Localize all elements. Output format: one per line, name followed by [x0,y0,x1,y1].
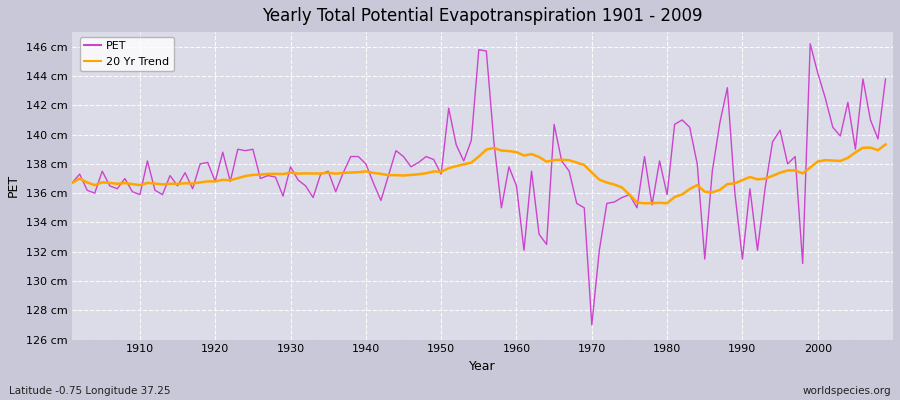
Text: worldspecies.org: worldspecies.org [803,386,891,396]
Title: Yearly Total Potential Evapotranspiration 1901 - 2009: Yearly Total Potential Evapotranspiratio… [262,7,703,25]
X-axis label: Year: Year [469,360,496,373]
Text: Latitude -0.75 Longitude 37.25: Latitude -0.75 Longitude 37.25 [9,386,170,396]
Y-axis label: PET: PET [7,174,20,198]
Legend: PET, 20 Yr Trend: PET, 20 Yr Trend [79,37,174,71]
